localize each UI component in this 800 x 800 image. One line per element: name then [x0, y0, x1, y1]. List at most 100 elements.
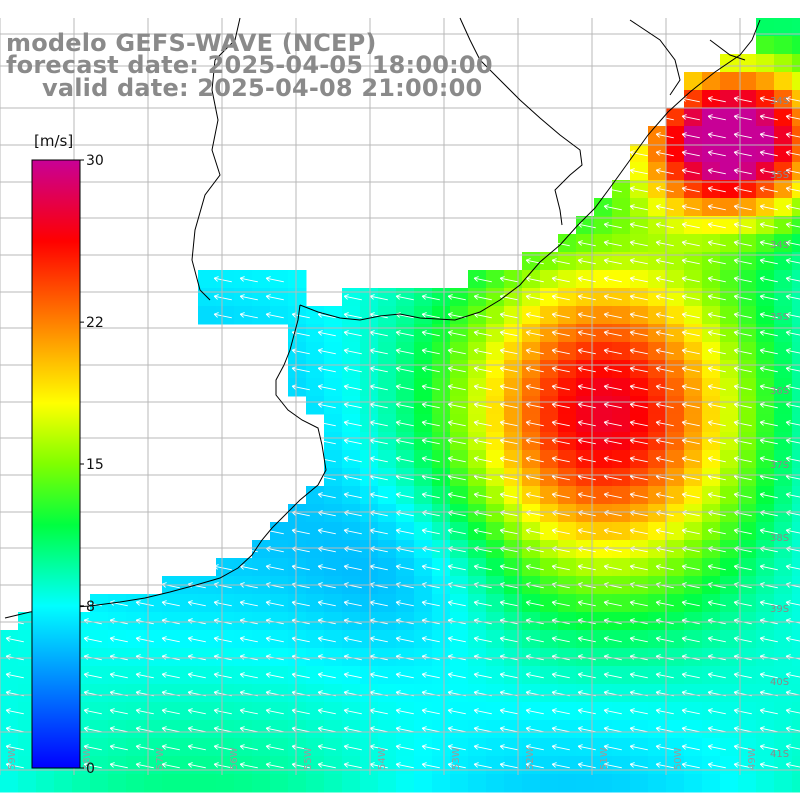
- wind-cell: [450, 684, 469, 703]
- wind-cell: [486, 540, 505, 559]
- wind-cell: [666, 558, 685, 577]
- wind-arrow: [707, 402, 726, 409]
- wind-arrow: [525, 762, 544, 769]
- wind-cell: [792, 504, 800, 523]
- wind-cell: [378, 450, 397, 469]
- wind-arrow: [447, 762, 466, 769]
- wind-cell: [594, 306, 613, 325]
- wind-cell: [684, 378, 703, 397]
- wind-cell: [234, 612, 253, 631]
- wind-cell: [144, 594, 163, 613]
- wind-cell: [666, 288, 685, 307]
- valid-date: valid date: 2025-04-08 21:00:00: [42, 74, 483, 102]
- wind-cell: [612, 612, 631, 631]
- wind-arrow: [629, 258, 648, 265]
- wind-cell: [324, 738, 343, 757]
- wind-cell: [792, 342, 800, 361]
- wind-arrow: [473, 564, 492, 571]
- wind-cell: [198, 666, 217, 685]
- wind-cell: [540, 612, 559, 631]
- wind-arrow: [655, 708, 674, 715]
- wind-arrow: [473, 294, 492, 301]
- wind-cell: [630, 288, 649, 307]
- wind-cell: [630, 306, 649, 325]
- wind-cell: [252, 630, 271, 649]
- wind-cell: [306, 396, 325, 415]
- wind-cell: [738, 450, 757, 469]
- wind-arrow: [629, 438, 648, 445]
- wind-arrow: [681, 744, 700, 751]
- wind-arrow: [785, 600, 800, 607]
- wind-cell: [666, 414, 685, 433]
- wind-arrow: [395, 672, 414, 679]
- wind-cell: [720, 396, 739, 415]
- wind-cell: [702, 342, 721, 361]
- wind-cell: [270, 738, 289, 757]
- wind-arrow: [577, 600, 596, 607]
- wind-arrow: [577, 312, 596, 319]
- wind-arrow: [551, 330, 570, 337]
- wind-arrow: [499, 330, 518, 337]
- wind-arrow: [447, 456, 466, 463]
- wind-cell: [306, 522, 325, 541]
- wind-cell: [558, 558, 577, 577]
- wind-arrow: [707, 294, 726, 301]
- wind-arrow: [655, 276, 674, 283]
- wind-arrow: [265, 564, 284, 571]
- wind-arrow: [421, 312, 440, 319]
- wind-cell: [774, 180, 793, 199]
- wind-cell: [630, 252, 649, 271]
- wind-arrow: [135, 672, 154, 679]
- wind-cell: [378, 504, 397, 523]
- wind-arrow: [499, 636, 518, 643]
- wind-cell: [216, 648, 235, 667]
- wind-cell: [324, 306, 343, 325]
- wind-cell: [720, 738, 739, 757]
- wind-cell: [396, 702, 415, 721]
- wind-cell: [594, 396, 613, 415]
- wind-arrow: [603, 456, 622, 463]
- wind-cell: [558, 504, 577, 523]
- wind-cell: [756, 36, 775, 55]
- wind-cell: [594, 666, 613, 685]
- wind-cell: [702, 468, 721, 487]
- wind-cell: [720, 666, 739, 685]
- wind-arrow: [603, 420, 622, 427]
- wind-cell: [0, 666, 19, 685]
- wind-arrow: [239, 672, 258, 679]
- coastline-segment: [709, 39, 746, 61]
- wind-cell: [360, 648, 379, 667]
- wind-arrow: [759, 114, 778, 121]
- wind-arrow: [473, 528, 492, 535]
- wind-cell: [396, 396, 415, 415]
- wind-arrow: [343, 636, 362, 643]
- wind-cell: [630, 612, 649, 631]
- wind-cell: [0, 702, 19, 721]
- wind-arrow: [343, 456, 362, 463]
- wind-arrow: [369, 672, 388, 679]
- wind-cell: [774, 72, 793, 91]
- wind-arrow: [473, 456, 492, 463]
- wind-cell: [450, 720, 469, 739]
- wind-arrow: [5, 762, 24, 769]
- wind-arrow: [499, 384, 518, 391]
- wind-cell: [450, 630, 469, 649]
- wind-arrow: [135, 708, 154, 715]
- wind-arrow: [525, 744, 544, 751]
- wind-arrow: [395, 438, 414, 445]
- wind-arrow: [187, 600, 206, 607]
- wind-arrow: [655, 564, 674, 571]
- wind-cell: [540, 630, 559, 649]
- wind-cell: [720, 558, 739, 577]
- wind-cell: [270, 288, 289, 307]
- wind-cell: [540, 486, 559, 505]
- wind-arrow: [525, 600, 544, 607]
- wind-cell: [432, 720, 451, 739]
- wind-cell: [612, 468, 631, 487]
- wind-arrow: [733, 132, 752, 139]
- wind-cell: [612, 396, 631, 415]
- wind-cell: [702, 684, 721, 703]
- wind-cell: [684, 540, 703, 559]
- wind-cell: [738, 270, 757, 289]
- wind-arrow: [785, 348, 800, 355]
